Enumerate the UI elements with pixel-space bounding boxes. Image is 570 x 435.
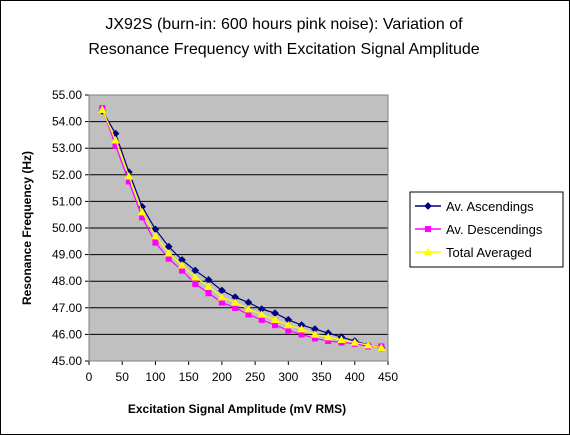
- data-point: [257, 310, 266, 318]
- y-tick-label: 51.00: [52, 194, 82, 208]
- y-tick-label: 48.00: [52, 274, 82, 288]
- data-point: [285, 327, 292, 334]
- legend-swatch-marker: [423, 247, 433, 256]
- legend: Av. Ascendings Av. Descendings Total Avera…: [409, 191, 564, 268]
- x-tick-label: 200: [212, 370, 232, 384]
- legend-swatch-marker: [424, 225, 432, 233]
- data-point: [204, 282, 213, 290]
- data-point: [205, 290, 212, 297]
- y-tick-label: 50.00: [52, 221, 82, 235]
- data-point: [151, 231, 160, 240]
- x-tick-label: 400: [345, 370, 365, 384]
- x-tick-label: 150: [179, 370, 199, 384]
- y-axis-label: Resonance Frequency (Hz): [20, 151, 34, 305]
- data-point: [350, 338, 360, 346]
- data-point: [232, 304, 239, 311]
- plot-border: [88, 94, 389, 362]
- series-line: [101, 109, 382, 349]
- data-point: [230, 298, 240, 306]
- data-point: [164, 248, 173, 257]
- data-point: [178, 267, 186, 274]
- legend-label: Av. Descendings: [446, 222, 543, 237]
- chart-title-line-2: Resonance Frequency with Excitation Sign…: [88, 41, 479, 58]
- y-tick-label: 47.00: [52, 301, 82, 315]
- data-point: [298, 331, 305, 338]
- data-point: [98, 105, 107, 113]
- y-tick-label: 46.00: [52, 327, 82, 341]
- data-point: [177, 260, 187, 269]
- data-point: [271, 322, 279, 329]
- series-layer: [98, 105, 386, 352]
- legend-entry-1: Av. Ascendings: [415, 199, 534, 214]
- data-point: [323, 332, 333, 341]
- gridlines: [89, 121, 388, 335]
- data-point: [377, 343, 386, 351]
- chart-title-line-1: JX92S (burn-in: 600 hours pink noise): V…: [105, 16, 463, 33]
- legend-entry-3: Total Averaged: [415, 245, 532, 260]
- legend-entry-2: Av. Descendings: [415, 222, 543, 237]
- data-point: [363, 340, 373, 349]
- y-tick-label: 49.00: [52, 248, 82, 262]
- legend-swatch-marker: [424, 202, 432, 210]
- x-tick-label: 450: [378, 370, 398, 384]
- x-tick-label: 250: [245, 370, 265, 384]
- x-tick-label: 100: [145, 370, 165, 384]
- y-tick-label: 45.00: [52, 354, 82, 368]
- data-point: [284, 320, 293, 329]
- x-tick-label: 350: [312, 370, 332, 384]
- data-point: [244, 304, 253, 313]
- series-3: [98, 105, 386, 351]
- data-point: [297, 324, 306, 333]
- data-point: [191, 272, 200, 281]
- legend-label: Total Averaged: [446, 245, 532, 260]
- data-point: [337, 335, 346, 344]
- data-point: [245, 311, 252, 318]
- data-point: [217, 292, 227, 301]
- y-tick-label: 52.00: [52, 168, 82, 182]
- data-point: [124, 171, 134, 180]
- series-line: [101, 110, 382, 349]
- data-point: [165, 255, 172, 262]
- data-point: [270, 315, 280, 324]
- data-point: [258, 316, 265, 323]
- data-point: [137, 207, 147, 216]
- data-point: [218, 299, 225, 306]
- data-point: [152, 239, 159, 246]
- data-point: [192, 280, 199, 287]
- x-tick-label: 300: [278, 370, 298, 384]
- legend-label: Av. Ascendings: [446, 199, 534, 214]
- x-tick-label: 0: [86, 370, 93, 384]
- y-tick-label: 53.00: [52, 141, 82, 155]
- y-axis-ticks: 45.00 46.00 47.00 48.00 49.00 50.00 51.00 52.00…: [52, 88, 89, 368]
- data-point: [310, 330, 320, 338]
- y-tick-label: 54.00: [52, 115, 82, 129]
- x-axis-label: Excitation Signal Amplitude (mV RMS): [128, 402, 346, 416]
- y-tick-label: 55.00: [52, 88, 82, 102]
- series-line: [101, 108, 382, 347]
- data-point: [111, 135, 120, 144]
- x-tick-label: 50: [116, 370, 130, 384]
